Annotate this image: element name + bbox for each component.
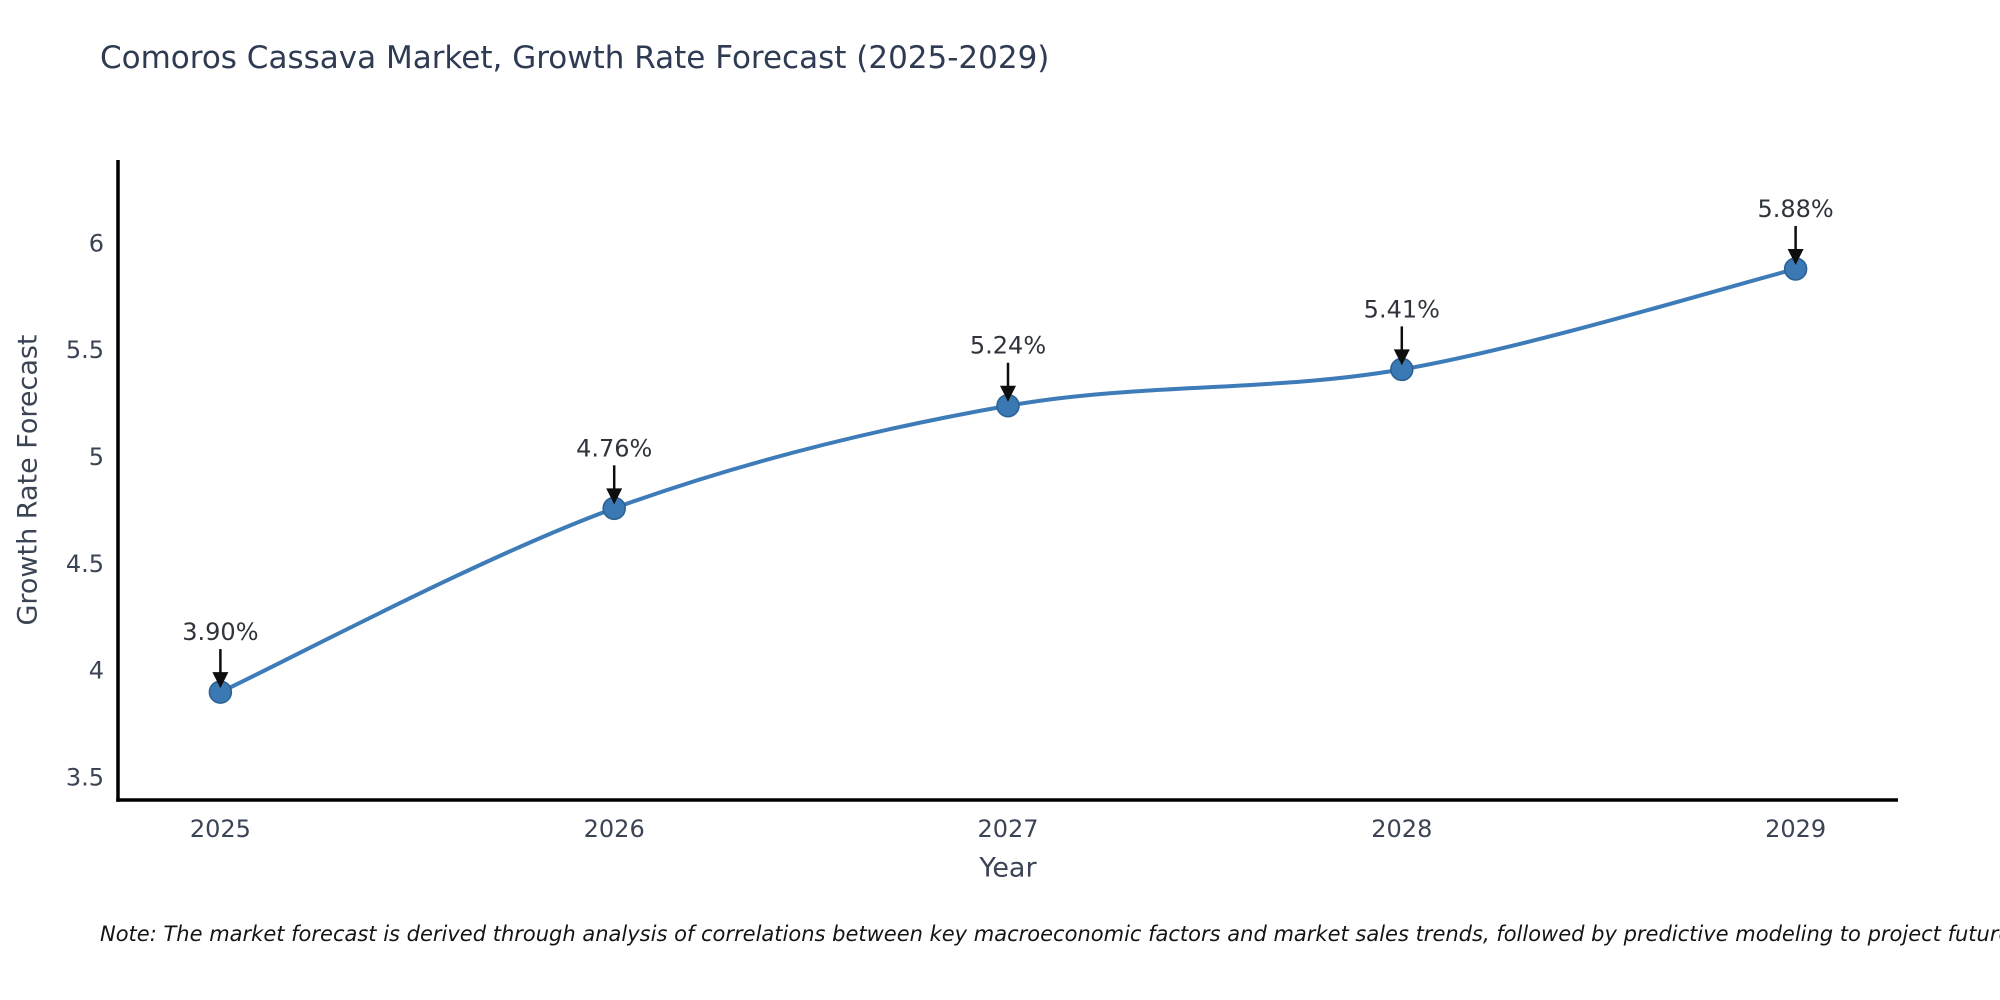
y-tick-label: 6 <box>89 229 104 257</box>
data-point-label: 4.76% <box>576 434 652 462</box>
chart-title: Comoros Cassava Market, Growth Rate Fore… <box>100 40 1050 76</box>
y-tick-label: 5.5 <box>66 336 104 364</box>
annotation-arrow-head <box>212 672 229 689</box>
x-tick-label: 2028 <box>1371 815 1432 843</box>
data-point-label: 5.88% <box>1757 195 1833 223</box>
y-tick-label: 4 <box>89 657 104 685</box>
x-tick-label: 2025 <box>190 815 251 843</box>
x-tick-label: 2026 <box>584 815 645 843</box>
annotation-arrow-head <box>1787 248 1804 265</box>
annotation-arrow-head <box>1393 349 1410 366</box>
annotation-arrow-head <box>1000 385 1016 402</box>
y-tick-label: 4.5 <box>66 550 104 578</box>
data-point-label: 5.41% <box>1364 295 1440 323</box>
footnote: Note: The market forecast is derived thr… <box>100 922 2000 946</box>
x-axis-label: Year <box>979 852 1037 884</box>
x-tick-label: 2029 <box>1765 815 1826 843</box>
y-tick-label: 3.5 <box>66 764 104 792</box>
data-point-label: 5.24% <box>970 332 1046 360</box>
x-tick-label: 2027 <box>977 815 1038 843</box>
annotation-arrow-head <box>606 488 623 505</box>
y-tick-label: 5 <box>89 443 104 471</box>
data-point-label: 3.90% <box>182 618 258 646</box>
